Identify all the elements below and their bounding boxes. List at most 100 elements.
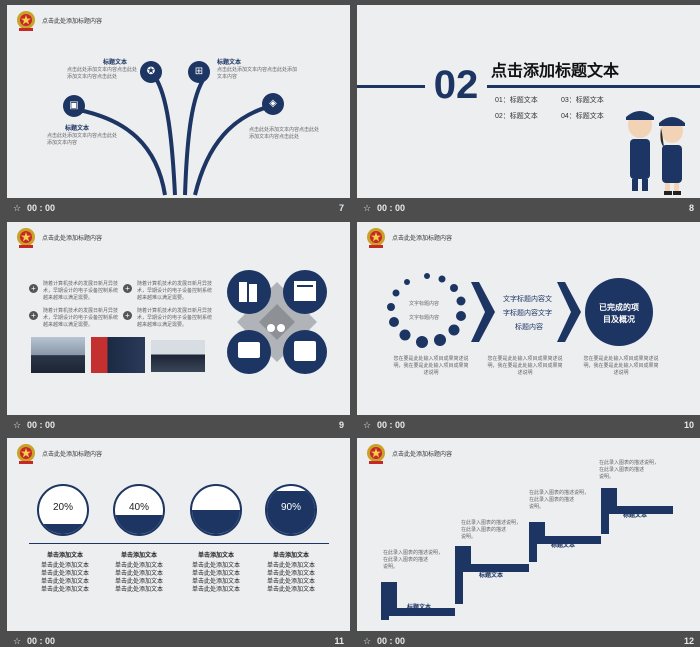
bottom-desc-3: 您在要是此处输入项目成果简述说明，我在要是此处输入项目成果简述说明: [583, 356, 659, 376]
bullet-plus-icon: +: [29, 284, 38, 293]
emblem-icon: [17, 444, 35, 464]
step-desc-3: 在此录入图表的描述说明， 在此录入图表的描述 说明。: [529, 490, 589, 511]
gauge-label: 50%: [205, 502, 226, 513]
fan-curves: [78, 75, 276, 196]
bullet-text-4: 随着计算机技术的发展日新月异技术，早期设计的电子设备控制系统越来越难以满足需要。: [137, 308, 213, 328]
middle-text-3: 标题内容: [515, 324, 543, 331]
divider-line: [357, 85, 700, 88]
item-desc-4: 点击此处添加文本内容点击此处添加文本内容点击此处: [249, 127, 320, 140]
slide-time: 00 : 00: [27, 203, 56, 213]
toc-item-3: 03：标题文本: [561, 97, 604, 104]
photo-2: [91, 337, 145, 373]
gauge-line: 单击此处添加文本: [266, 571, 315, 577]
slide-number: 10: [683, 420, 694, 430]
emblem-icon: [367, 228, 385, 248]
slide-thumb-7[interactable]: 点击此处添加标题内容 ✪ ⊞ ▣ ◈ 标题文本 点击此处添加文本内容点击此处添加…: [7, 5, 350, 218]
gauge-line: 单击此处添加文本: [191, 587, 240, 593]
gauge-line: 单击此处添加文本: [40, 563, 89, 569]
gauge-line: 单击此处添加文本: [114, 563, 163, 569]
slide-number: 12: [683, 636, 694, 646]
gauge-line: 单击此处添加文本: [114, 587, 163, 593]
bullet-plus-icon: +: [123, 311, 132, 320]
gauge: 20%: [37, 484, 89, 536]
bullet-plus-icon: +: [29, 311, 38, 320]
header-title: 点击此处添加标题内容: [392, 452, 453, 458]
completed-circle: [585, 278, 653, 346]
item-title-1: 标题文本: [103, 60, 128, 66]
photo-1: [31, 337, 85, 373]
header-title: 点击此处添加标题内容: [392, 236, 453, 242]
step-desc-line: 说明。: [461, 534, 477, 540]
circle-text-1: 已完成的项: [599, 303, 639, 312]
star-icon: ☆: [13, 636, 22, 646]
cart-icon: ⊞: [188, 61, 210, 83]
slide-thumb-9[interactable]: 点击此处添加标题内容 + 随着计算机技术的发展日新月异技术，早期设计的电子设备控…: [7, 222, 350, 435]
bullet-text-2: 随着计算机技术的发展日新月异技术，早期设计的电子设备控制系统越来越难以满足需要。: [137, 281, 213, 301]
slide-canvas: 点击此处添加标题内容 文字标题内容 文字标题内容 文字标题内容文 字标题内容文字…: [357, 222, 700, 415]
bullet-text-1: 随着计算机技术的发展日新月异技术，早期设计的电子设备控制系统越来越难以满足需要。: [43, 281, 119, 301]
gauge-label: 40%: [128, 502, 149, 513]
gauge: 90%: [265, 484, 317, 536]
slide-number: 11: [334, 636, 344, 646]
step-title-1: 标题文本: [407, 605, 432, 611]
step-desc-line: 在此录入图表的描述: [461, 527, 507, 533]
gauge-line: 单击此处添加文本: [40, 579, 89, 585]
step-desc-line: 在此录入图表的描述说明，: [461, 520, 522, 526]
slide-number: 8: [688, 203, 694, 213]
photo-3: [151, 340, 205, 372]
step-desc-line: 在此录入图表的描述: [383, 557, 429, 563]
gauge-fill: [192, 510, 240, 534]
ring-label-2: 文字标题内容: [409, 315, 440, 321]
slide-time: 00 : 00: [27, 420, 56, 430]
slide-canvas: 点击此处添加标题内容 20% 40% 50% 90% 单击添加文本 单击添加文本…: [7, 438, 350, 631]
gauge-title: 单击添加文本: [120, 553, 157, 559]
star-icon: ☆: [363, 203, 372, 213]
gauge: 40%: [113, 484, 165, 536]
slide-footer: ☆ 00 : 00 11: [7, 633, 350, 647]
header-title: 点击此处添加标题内容: [42, 452, 103, 458]
gauge-line: 单击此处添加文本: [191, 571, 240, 577]
gauge-line: 单击此处添加文本: [40, 587, 89, 593]
toc-item-2: 02：标题文本: [495, 113, 538, 120]
bullet-text-3: 随着计算机技术的发展日新月异技术，早期设计的电子设备控制系统越来越难以满足需要。: [43, 308, 119, 328]
step-desc-line: 在此录入图表的描述说明，: [383, 550, 444, 556]
slide-thumb-11[interactable]: 点击此处添加标题内容 20% 40% 50% 90% 单击添加文本 单击添加文本…: [7, 438, 350, 647]
gauge-line: 单击此处添加文本: [40, 571, 89, 577]
slide-footer: ☆ 00 : 00 9: [7, 417, 350, 435]
emblem-icon: [367, 444, 385, 464]
gauge-line: 单击此处添加文本: [191, 579, 240, 585]
toc-item-1: 01：标题文本: [495, 97, 538, 104]
gauge-line: 单击此处添加文本: [114, 571, 163, 577]
star-icon: ☆: [13, 420, 22, 430]
slide-canvas: 02 点击添加标题文本 01：标题文本 03：标题文本 02：标题文本 04：标…: [357, 5, 700, 198]
staircase: [381, 488, 673, 620]
slide-footer: ☆ 00 : 00 7: [7, 200, 350, 218]
gauge-label: 90%: [280, 502, 301, 513]
gauge-lines: 单击此处添加文本 单击此处添加文本 单击此处添加文本 单击此处添加文本: [261, 562, 321, 594]
step-desc-line: 在此录入图表的描述说明，: [599, 460, 660, 466]
gauge-title: 单击添加文本: [197, 553, 234, 559]
step-title-3: 标题文本: [551, 543, 576, 549]
slide-thumb-8[interactable]: 02 点击添加标题文本 01：标题文本 03：标题文本 02：标题文本 04：标…: [357, 5, 700, 218]
slide-number: 9: [338, 420, 344, 430]
toc-item-4: 04：标题文本: [561, 113, 604, 120]
item-title-2: 标题文本: [217, 60, 242, 66]
step-desc-line: 在此录入图表的描述说明，: [529, 490, 590, 496]
slide-time: 00 : 00: [377, 420, 406, 430]
step-desc-line: 在此录入图表的描述: [529, 497, 575, 503]
dot-ring: [387, 273, 466, 348]
big-number: 02: [425, 61, 487, 109]
gauge-lines: 单击此处添加文本 单击此处添加文本 单击此处添加文本 单击此处添加文本: [109, 562, 169, 594]
middle-text-1: 文字标题内容文: [503, 296, 552, 303]
header-title: 点击此处添加标题内容: [42, 19, 103, 25]
gauge-line: 单击此处添加文本: [266, 587, 315, 593]
step-desc-1: 在此录入图表的描述说明， 在此录入图表的描述 说明。: [383, 550, 443, 571]
step-desc-line: 在此录入图表的描述: [599, 467, 645, 473]
slide-thumb-10[interactable]: 点击此处添加标题内容 文字标题内容 文字标题内容 文字标题内容文 字标题内容文字…: [357, 222, 700, 435]
gauge-title: 单击添加文本: [46, 553, 83, 559]
middle-text-2: 字标题内容文字: [503, 310, 552, 317]
item-desc-1: 点击此处添加文本内容点击此处添加文本内容点击此处: [67, 67, 138, 80]
gauge-line: 单击此处添加文本: [266, 563, 315, 569]
slide-thumb-12[interactable]: 点击此处添加标题内容 标题文本 标题文本 标题文本 标题文本 在此录入图表的描述…: [357, 438, 700, 647]
slide-canvas: 点击此处添加标题内容 ✪ ⊞ ▣ ◈ 标题文本 点击此处添加文本内容点击此处添加…: [7, 5, 350, 198]
